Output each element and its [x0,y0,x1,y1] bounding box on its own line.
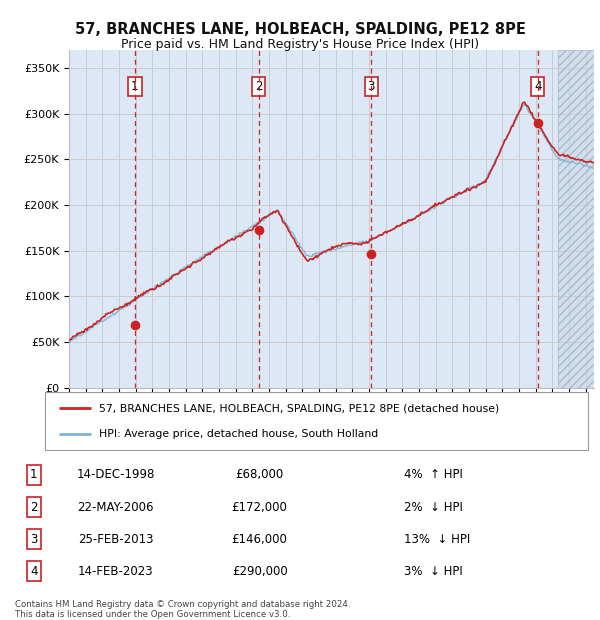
Text: 14-FEB-2023: 14-FEB-2023 [78,565,154,578]
Text: Contains HM Land Registry data © Crown copyright and database right 2024.: Contains HM Land Registry data © Crown c… [15,600,350,609]
Text: This data is licensed under the Open Government Licence v3.0.: This data is licensed under the Open Gov… [15,610,290,619]
Text: 25-FEB-2013: 25-FEB-2013 [78,533,154,546]
Text: 57, BRANCHES LANE, HOLBEACH, SPALDING, PE12 8PE (detached house): 57, BRANCHES LANE, HOLBEACH, SPALDING, P… [100,404,500,414]
Text: 1: 1 [30,469,38,481]
Text: 13%  ↓ HPI: 13% ↓ HPI [404,533,470,546]
Text: 2%  ↓ HPI: 2% ↓ HPI [404,500,463,513]
Text: 14-DEC-1998: 14-DEC-1998 [76,469,155,481]
Text: 1: 1 [131,79,139,92]
FancyBboxPatch shape [45,392,588,449]
Text: Price paid vs. HM Land Registry's House Price Index (HPI): Price paid vs. HM Land Registry's House … [121,38,479,51]
Text: 4: 4 [534,79,541,92]
Bar [558,50,594,388]
Text: 22-MAY-2006: 22-MAY-2006 [77,500,154,513]
Bar [558,50,594,388]
Text: 3%  ↓ HPI: 3% ↓ HPI [404,565,463,578]
Text: 2: 2 [30,500,38,513]
Text: 57, BRANCHES LANE, HOLBEACH, SPALDING, PE12 8PE: 57, BRANCHES LANE, HOLBEACH, SPALDING, P… [74,22,526,37]
Text: £290,000: £290,000 [232,565,287,578]
Text: £68,000: £68,000 [236,469,284,481]
Text: HPI: Average price, detached house, South Holland: HPI: Average price, detached house, Sout… [100,429,379,439]
Text: 3: 3 [30,533,38,546]
Text: 3: 3 [367,79,375,92]
Text: 4: 4 [30,565,38,578]
Text: 4%  ↑ HPI: 4% ↑ HPI [404,469,463,481]
Text: £146,000: £146,000 [232,533,287,546]
Text: £172,000: £172,000 [232,500,287,513]
Text: 2: 2 [255,79,262,92]
